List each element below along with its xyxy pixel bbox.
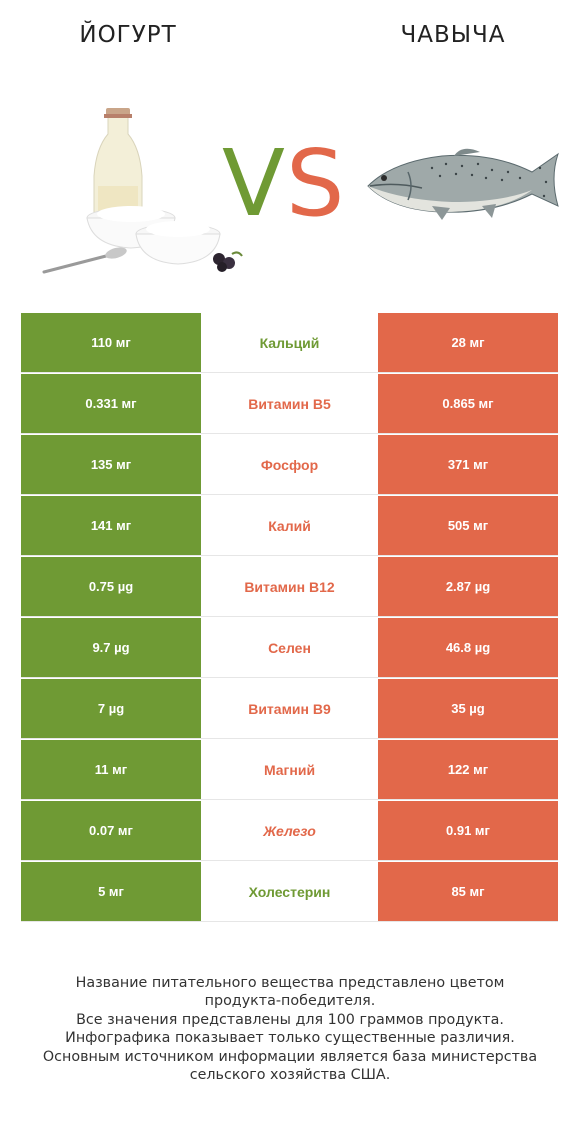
footer-line: продукта-победителя.: [204, 993, 376, 1010]
table-row: 135 мг Фосфор 371 мг: [21, 435, 558, 495]
left-value: 9.7 µg: [21, 618, 201, 677]
nutrient-name: Магний: [201, 740, 378, 799]
footer-line: Основным источником информации является …: [42, 1048, 538, 1065]
footer-line: Инфографика показывает только существенн…: [65, 1030, 515, 1047]
left-value: 0.07 мг: [21, 801, 201, 860]
nutrient-name: Витамин B5: [201, 374, 378, 433]
left-value: 141 мг: [21, 496, 201, 555]
left-value: 11 мг: [21, 740, 201, 799]
right-value: 2.87 µg: [378, 557, 558, 616]
right-value: 371 мг: [378, 435, 558, 494]
right-product-title: ЧАВЫЧА: [400, 22, 506, 48]
table-row: 0.331 мг Витамин B5 0.865 мг: [21, 374, 558, 434]
nutrient-name: Фосфор: [201, 435, 378, 494]
nutrient-name: Селен: [201, 618, 378, 677]
right-value: 35 µg: [378, 679, 558, 738]
vs-letter-s: S: [286, 130, 345, 237]
right-value: 122 мг: [378, 740, 558, 799]
nutrient-name: Железо: [201, 801, 378, 860]
nutrient-name: Калий: [201, 496, 378, 555]
yogurt-image: [42, 108, 243, 274]
left-value: 135 мг: [21, 435, 201, 494]
footer-line: Название питательного вещества представл…: [75, 975, 505, 991]
right-value: 0.865 мг: [378, 374, 558, 433]
left-value: 110 мг: [21, 313, 201, 372]
left-value: 0.75 µg: [21, 557, 201, 616]
table-row: 0.75 µg Витамин B12 2.87 µg: [21, 557, 558, 617]
nutrient-name: Холестерин: [201, 862, 378, 921]
versus-logo: V S: [222, 138, 362, 238]
comparison-table: 110 мг Кальций 28 мг 0.331 мг Витамин B5 0.86…: [21, 313, 558, 923]
left-value: 7 µg: [21, 679, 201, 738]
right-value: 85 мг: [378, 862, 558, 921]
footer-line: Все значения представлены для 100 граммо…: [76, 1011, 504, 1028]
footer-notes: Название питательного вещества представл…: [20, 974, 560, 1084]
table-row: 110 мг Кальций 28 мг: [21, 313, 558, 373]
footer-line: сельского хозяйства США.: [189, 1067, 391, 1084]
nutrient-name: Кальций: [201, 313, 378, 372]
vs-letter-v: V: [222, 130, 285, 237]
right-value: 46.8 µg: [378, 618, 558, 677]
nutrient-name: Витамин B12: [201, 557, 378, 616]
salmon-image: [367, 148, 559, 220]
left-product-title: ЙОГУРТ: [79, 22, 177, 48]
table-row: 5 мг Холестерин 85 мг: [21, 862, 558, 922]
right-value: 505 мг: [378, 496, 558, 555]
right-value: 28 мг: [378, 313, 558, 372]
left-value: 5 мг: [21, 862, 201, 921]
table-row: 11 мг Магний 122 мг: [21, 740, 558, 800]
nutrient-name: Витамин B9: [201, 679, 378, 738]
table-row: 9.7 µg Селен 46.8 µg: [21, 618, 558, 678]
table-row: 7 µg Витамин B9 35 µg: [21, 679, 558, 739]
left-value: 0.331 мг: [21, 374, 201, 433]
right-value: 0.91 мг: [378, 801, 558, 860]
table-row: 141 мг Калий 505 мг: [21, 496, 558, 556]
table-row: 0.07 мг Железо 0.91 мг: [21, 801, 558, 861]
